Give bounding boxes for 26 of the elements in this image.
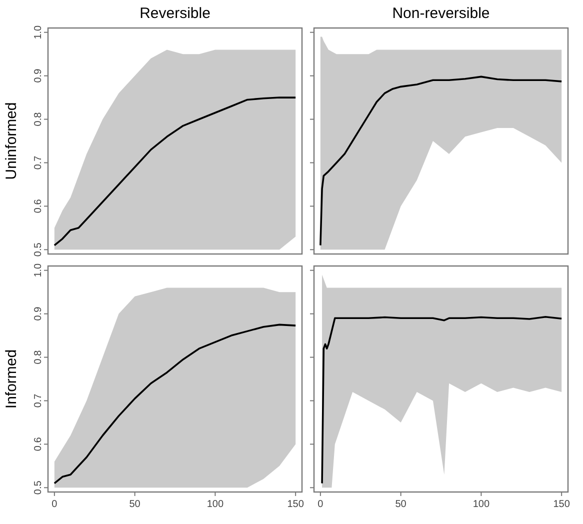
line-series <box>54 96 296 246</box>
y-tick-label: 0.7 <box>33 155 44 170</box>
x-tick-label: 50 <box>395 499 407 510</box>
y-tick-label: 0.9 <box>33 306 44 321</box>
y-tick-label: 0.6 <box>33 436 44 452</box>
y-tick-label: 1.0 <box>33 24 44 40</box>
y-tick-label: 0.8 <box>33 350 44 364</box>
x-tick-label: 100 <box>206 499 224 510</box>
line-series <box>54 324 296 484</box>
y-axis-title: Uninformed <box>3 102 20 180</box>
y-tick-label: 0.6 <box>33 198 44 214</box>
chart-title: Non-reversible <box>392 5 490 22</box>
x-tick-label: 100 <box>472 499 490 510</box>
x-tick-label: 150 <box>553 499 570 510</box>
y-tick-label: 1.0 <box>33 262 44 278</box>
y-tick-label: 0.9 <box>33 68 44 83</box>
y-tick-label: 0.7 <box>33 393 44 408</box>
chart-title: Reversible <box>140 5 210 22</box>
x-tick-label: 0 <box>318 499 324 510</box>
x-tick-label: 150 <box>287 499 304 510</box>
y-tick-label: 0.5 <box>33 480 44 495</box>
y-tick-label: 0.5 <box>33 242 44 257</box>
y-tick-label: 0.8 <box>33 112 44 126</box>
y-axis-title: Informed <box>3 349 20 409</box>
x-tick-label: 50 <box>129 499 141 510</box>
x-tick-label: 0 <box>52 499 58 510</box>
